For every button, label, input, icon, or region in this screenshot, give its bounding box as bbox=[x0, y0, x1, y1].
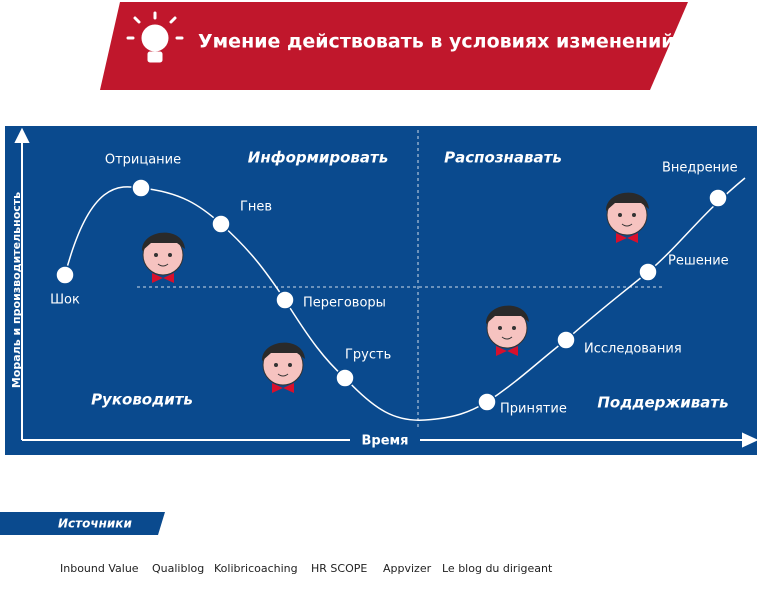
source-item: Inbound Value bbox=[60, 562, 139, 575]
source-item: HR SCOPE bbox=[311, 562, 367, 575]
stage-node bbox=[708, 188, 728, 208]
face-icon bbox=[141, 232, 185, 283]
bowtie bbox=[496, 346, 507, 356]
x-axis-label: Время bbox=[361, 434, 408, 449]
eye bbox=[498, 326, 502, 330]
eye bbox=[632, 213, 636, 217]
face-icon bbox=[485, 305, 529, 356]
source-item: Kolibricoaching bbox=[214, 562, 298, 575]
stage-node bbox=[131, 178, 151, 198]
eye bbox=[274, 363, 278, 367]
bowtie bbox=[163, 273, 174, 283]
bowtie bbox=[507, 346, 518, 356]
quadrant-label: Информировать bbox=[248, 149, 388, 167]
stage-label: Внедрение bbox=[662, 161, 738, 176]
source-item: Appvizer bbox=[383, 562, 432, 575]
stage-label: Грусть bbox=[345, 348, 391, 363]
stage-node bbox=[638, 262, 658, 282]
source-item: Qualiblog bbox=[152, 562, 204, 575]
stage-node bbox=[211, 214, 231, 234]
hair bbox=[141, 232, 185, 251]
bowtie bbox=[283, 383, 294, 393]
hair bbox=[485, 305, 529, 324]
title: Умение действовать в условиях изменений bbox=[198, 31, 675, 53]
source-item: Le blog du dirigeant bbox=[442, 562, 553, 575]
bowtie bbox=[627, 233, 638, 243]
eye bbox=[512, 326, 516, 330]
mouth bbox=[157, 263, 169, 267]
mouth bbox=[621, 223, 633, 227]
hair bbox=[261, 342, 305, 361]
stage-label: Исследования bbox=[584, 342, 682, 357]
sources-title: Источники bbox=[58, 517, 132, 531]
stage-node bbox=[477, 392, 497, 412]
face-icon bbox=[605, 192, 649, 243]
stage-node bbox=[275, 290, 295, 310]
lightbulb-icon bbox=[126, 11, 184, 63]
stage-label: Шок bbox=[50, 293, 80, 308]
mouth bbox=[501, 336, 513, 340]
stage-label: Решение bbox=[668, 254, 729, 269]
bowtie bbox=[272, 383, 283, 393]
bowtie bbox=[616, 233, 627, 243]
stage-node bbox=[556, 330, 576, 350]
stage-label: Гнев bbox=[240, 200, 272, 215]
eye bbox=[288, 363, 292, 367]
quadrant-label: Руководить bbox=[91, 391, 193, 409]
change-curve bbox=[64, 177, 746, 421]
eye bbox=[168, 253, 172, 257]
stage-label: Отрицание bbox=[105, 153, 181, 168]
sources-ribbon bbox=[0, 512, 165, 535]
quadrant-label: Распознавать bbox=[444, 149, 562, 167]
stage-label: Принятие bbox=[500, 402, 567, 417]
face-icon bbox=[261, 342, 305, 393]
stage-label: Переговоры bbox=[303, 296, 386, 311]
title-banner bbox=[100, 2, 688, 90]
y-axis-label: Мораль и производительность bbox=[10, 192, 23, 388]
diagram-panel bbox=[5, 126, 757, 455]
eye bbox=[618, 213, 622, 217]
quadrant-label: Поддерживать bbox=[597, 394, 728, 412]
x-label-bg bbox=[350, 430, 420, 452]
mouth bbox=[277, 373, 289, 377]
hair bbox=[605, 192, 649, 211]
stage-node bbox=[335, 368, 355, 388]
bowtie bbox=[152, 273, 163, 283]
eye bbox=[154, 253, 158, 257]
stage-node bbox=[55, 265, 75, 285]
